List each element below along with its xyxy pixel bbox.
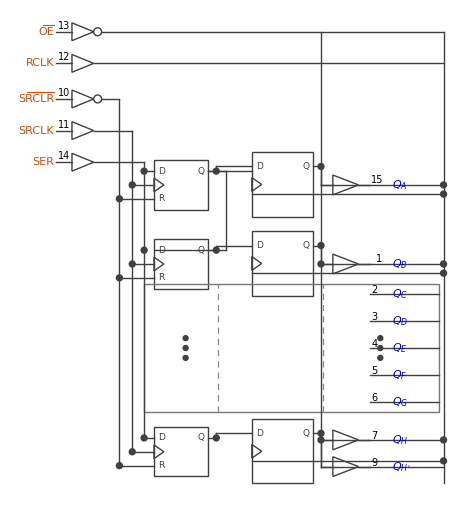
Text: Q: Q — [197, 433, 204, 442]
Text: Q: Q — [197, 245, 204, 254]
Text: R: R — [158, 273, 164, 282]
Text: D: D — [158, 433, 165, 442]
Text: Q: Q — [302, 429, 309, 438]
Bar — [144, 284, 438, 412]
Text: Q: Q — [197, 167, 204, 176]
Circle shape — [141, 247, 147, 253]
Text: $Q_E$: $Q_E$ — [392, 341, 408, 355]
Text: D: D — [256, 429, 263, 438]
Circle shape — [213, 168, 219, 174]
Circle shape — [441, 182, 447, 188]
Text: 14: 14 — [58, 151, 70, 161]
Text: D: D — [158, 167, 165, 176]
Circle shape — [183, 336, 188, 341]
Circle shape — [318, 430, 324, 436]
Circle shape — [441, 191, 447, 197]
Circle shape — [117, 275, 122, 281]
Text: Q: Q — [302, 162, 309, 171]
Text: 13: 13 — [58, 21, 70, 31]
Circle shape — [129, 182, 135, 188]
Circle shape — [378, 336, 383, 341]
Circle shape — [441, 437, 447, 443]
Circle shape — [141, 168, 147, 174]
Text: SRCLK: SRCLK — [18, 125, 54, 135]
Text: 12: 12 — [58, 52, 71, 62]
Circle shape — [441, 261, 447, 267]
Text: Q: Q — [302, 241, 309, 250]
Text: $Q_H$: $Q_H$ — [392, 433, 409, 447]
Text: 6: 6 — [372, 394, 377, 404]
Bar — [252, 152, 313, 216]
Circle shape — [117, 196, 122, 202]
Bar — [154, 427, 209, 477]
Text: 10: 10 — [58, 88, 70, 98]
Text: $Q_B$: $Q_B$ — [392, 257, 408, 271]
Bar — [252, 231, 313, 296]
Text: $Q_A$: $Q_A$ — [392, 178, 408, 192]
Text: 15: 15 — [372, 175, 384, 185]
Text: $Q_G$: $Q_G$ — [392, 396, 409, 409]
Circle shape — [378, 355, 383, 360]
Circle shape — [213, 435, 219, 441]
Circle shape — [129, 449, 135, 455]
Circle shape — [318, 437, 324, 443]
Circle shape — [378, 345, 383, 351]
Text: R: R — [158, 461, 164, 470]
Circle shape — [318, 163, 324, 169]
Text: $Q_C$: $Q_C$ — [392, 287, 408, 300]
Text: 1: 1 — [376, 254, 383, 264]
Text: $Q_F$: $Q_F$ — [392, 368, 408, 382]
Text: SRCLR: SRCLR — [18, 94, 54, 104]
Text: RCLK: RCLK — [26, 58, 54, 68]
Text: OE: OE — [38, 27, 54, 37]
Text: 9: 9 — [372, 458, 377, 468]
Text: 2: 2 — [372, 285, 378, 295]
Circle shape — [441, 270, 447, 276]
Text: D: D — [158, 245, 165, 254]
Text: R: R — [158, 194, 164, 203]
Text: $Q_D$: $Q_D$ — [392, 314, 409, 328]
Text: $Q_{H'}$: $Q_{H'}$ — [392, 460, 411, 473]
Text: 4: 4 — [372, 339, 377, 349]
Circle shape — [183, 355, 188, 360]
Circle shape — [213, 247, 219, 253]
Circle shape — [441, 458, 447, 464]
Circle shape — [141, 435, 147, 441]
Circle shape — [318, 243, 324, 249]
Text: 7: 7 — [372, 431, 378, 441]
Circle shape — [117, 463, 122, 469]
Text: 11: 11 — [58, 120, 70, 130]
Text: D: D — [256, 162, 263, 171]
Bar — [252, 419, 313, 484]
Bar — [154, 160, 209, 209]
Text: D: D — [256, 241, 263, 250]
Text: SER: SER — [32, 157, 54, 167]
Circle shape — [129, 261, 135, 267]
Text: 5: 5 — [372, 366, 378, 376]
Circle shape — [183, 345, 188, 351]
Circle shape — [318, 261, 324, 267]
Text: 3: 3 — [372, 312, 377, 322]
Bar — [154, 239, 209, 289]
